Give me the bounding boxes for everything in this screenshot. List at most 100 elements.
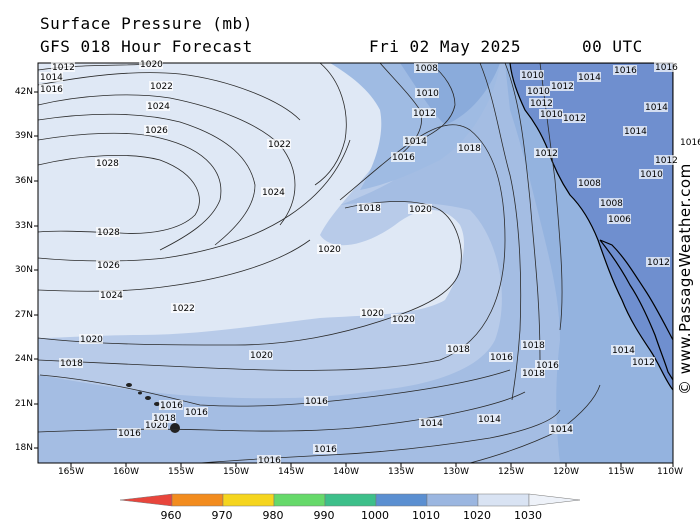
contour-label: 1012 [551,82,574,92]
colorbar-seg-980 [273,493,326,507]
contour-label: 1020 [80,335,103,345]
contour-label: 1024 [147,102,170,112]
contour-label: 1014 [612,346,635,356]
contour-label-bg [171,303,195,313]
contour-label: 1014 [645,103,668,113]
contour-label-bg [317,244,341,254]
contour-label: 1014 [40,73,63,83]
colorbar-label: 970 [211,509,233,522]
contour-label: 1012 [563,114,586,124]
contour-label: 1016 [680,138,700,148]
contour-label: 1014 [404,137,427,147]
contour-label-bg [159,400,183,410]
lon-label: 160W [112,467,140,477]
contour-label-bg [577,72,601,82]
contour-label-bg [550,81,574,91]
contour-label-bg [117,428,141,438]
contour-label: 1016 [392,153,415,163]
contour-label: 1018 [458,144,481,154]
lat-label: 24N [14,354,33,364]
contour-label-bg [39,84,63,94]
contour-label-bg [414,63,438,73]
contour-label: 1018 [153,414,176,424]
contour-label-bg [357,203,381,213]
contour-label: 1020 [250,351,273,361]
contour-label-bg [313,444,337,454]
lat-label: 21N [14,399,33,409]
contour-label: 1016 [305,397,328,407]
contour-label: 1028 [97,228,120,238]
contour-label: 1008 [578,179,601,189]
contour-label-bg [529,98,553,108]
lon-label: 120W [552,467,580,477]
contour-label: 1014 [420,419,443,429]
contour-label-bg [679,137,700,147]
contour-label: 1010 [416,89,439,99]
contour-label-bg [549,424,573,434]
colorbar-seg-970 [222,493,275,507]
contour-label-bg [391,314,415,324]
contour-label-bg [654,62,678,72]
contour-label-bg [146,101,170,111]
lon-label: 155W [167,467,195,477]
contour-label: 1016 [118,429,141,439]
contour-labels: 1012101410161020102210241026102810281026… [39,59,700,466]
contour-label-bg [95,158,119,168]
contour-label-bg [539,109,563,119]
contour-label: 1016 [314,445,337,455]
contour-label: 1016 [185,408,208,418]
contour-label: 1010 [540,110,563,120]
axis-ticks [34,91,674,467]
contour-label: 1016 [655,63,678,73]
colorbar-label: 980 [262,509,284,522]
contour-label-bg [360,308,384,318]
contour-label-bg [51,62,75,72]
contour-label-bg [261,187,285,197]
contour-label-bg [607,214,631,224]
contour-label-bg [646,257,670,267]
lat-label: 30N [14,265,33,275]
lon-label: 135W [387,467,415,477]
contour-label-bg [267,139,291,149]
contour-label-bg [152,413,176,423]
contour-label-bg [408,204,432,214]
contour-label-bg [99,290,123,300]
lon-label: 140W [332,467,360,477]
contour-label-bg [599,198,623,208]
contour-label: 1024 [100,291,123,301]
lat-label: 39N [14,131,33,141]
colorbar-label: 1010 [412,509,440,522]
forecast-model: GFS 018 Hour Forecast [40,37,253,56]
contour-label: 1026 [97,261,120,271]
contour-label: 1022 [268,140,291,150]
contour-label-bg [96,260,120,270]
contour-label: 1008 [600,199,623,209]
contour-label: 1018 [522,369,545,379]
contour-label: 1012 [52,63,75,73]
contour-label: 1024 [262,188,285,198]
colorbar-arrow-left [119,493,173,507]
contour-label: 1014 [578,73,601,83]
forecast-date: Fri 02 May 2025 [369,37,521,56]
colorbar-label: 1000 [361,509,389,522]
contour-label: 1026 [145,126,168,136]
contour-label-bg [535,360,559,370]
colorbar-arrow-right [528,493,581,507]
contour-label-bg [139,59,163,69]
contour-label-bg [477,414,501,424]
contour-label-bg [59,358,83,368]
contour-label: 1012 [632,358,655,368]
colorbar-seg-1010 [426,493,479,507]
contour-label: 1016 [536,361,559,371]
contour-label: 1016 [160,401,183,411]
lon-label: 145W [277,467,305,477]
contour-label-bg [96,227,120,237]
lat-label: 18N [14,443,33,453]
contour-label: 1012 [413,109,436,119]
contour-label-bg [577,178,601,188]
contour-label: 1014 [478,415,501,425]
contour-label-bg [521,340,545,350]
contour-label: 1020 [409,205,432,215]
contour-label: 1020 [145,421,168,431]
contour-label-bg [257,455,281,465]
